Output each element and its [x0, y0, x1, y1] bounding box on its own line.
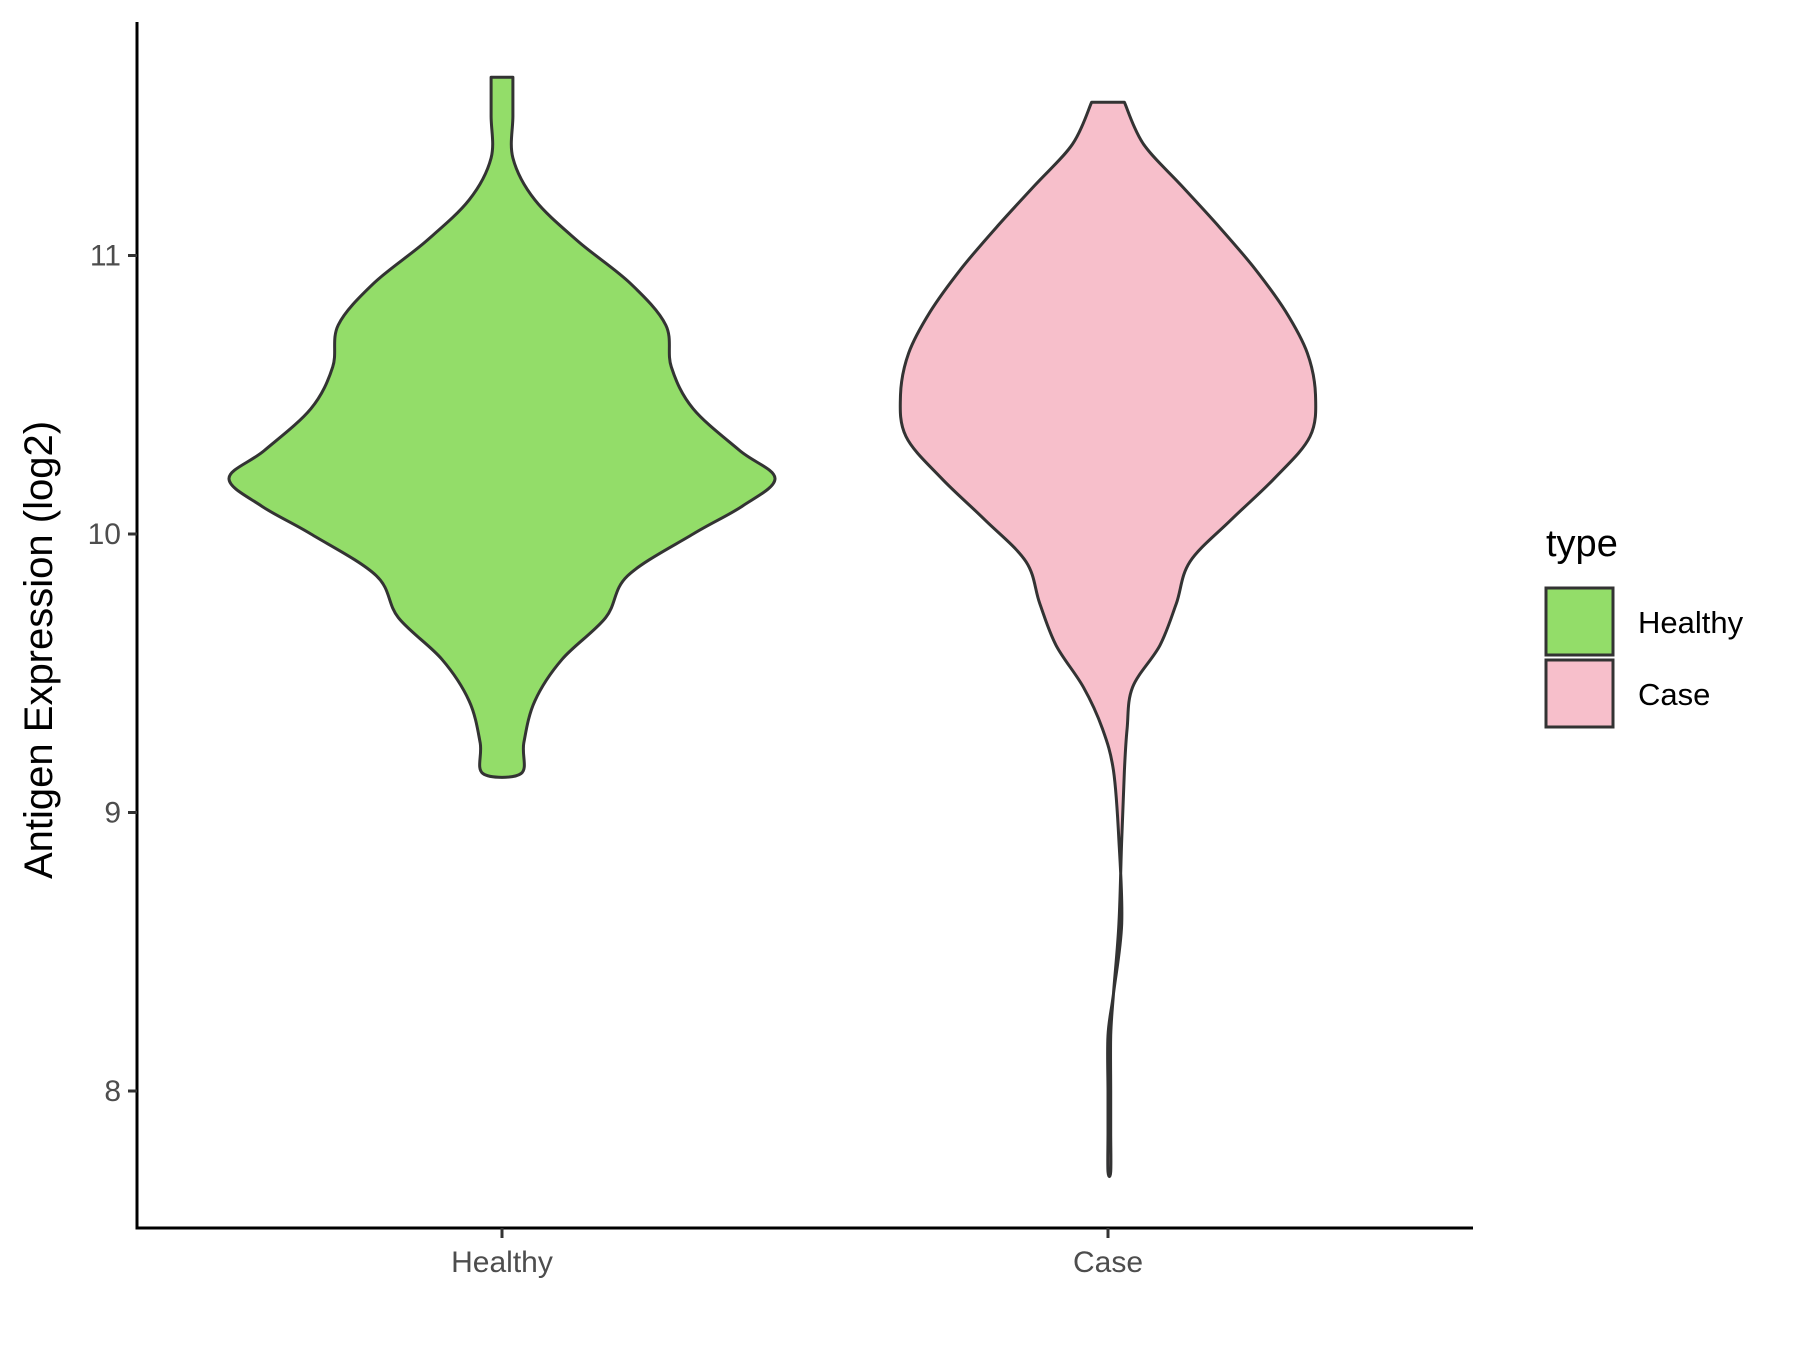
legend-label: Case [1638, 677, 1710, 712]
x-tick-label: Healthy [451, 1246, 553, 1279]
legend-key-case [1544, 658, 1615, 729]
legend-label: Healthy [1638, 605, 1744, 640]
legend: Healthy Case [1544, 586, 1744, 729]
violin-case [898, 100, 1318, 1179]
legend-key-healthy [1544, 586, 1615, 657]
y-tick-label: 9 [104, 797, 121, 830]
axes: 8 9 10 11 Healthy Case [88, 22, 1473, 1279]
y-tick-label: 10 [88, 518, 121, 551]
plot-area [227, 75, 1318, 1179]
legend-title: type [1546, 523, 1618, 565]
violin-healthy [227, 75, 777, 779]
y-axis-title: Antigen Expression (log2) [17, 421, 61, 879]
y-tick-label: 8 [104, 1075, 121, 1108]
x-tick-label: Case [1073, 1246, 1143, 1279]
y-tick-label: 11 [90, 240, 121, 273]
